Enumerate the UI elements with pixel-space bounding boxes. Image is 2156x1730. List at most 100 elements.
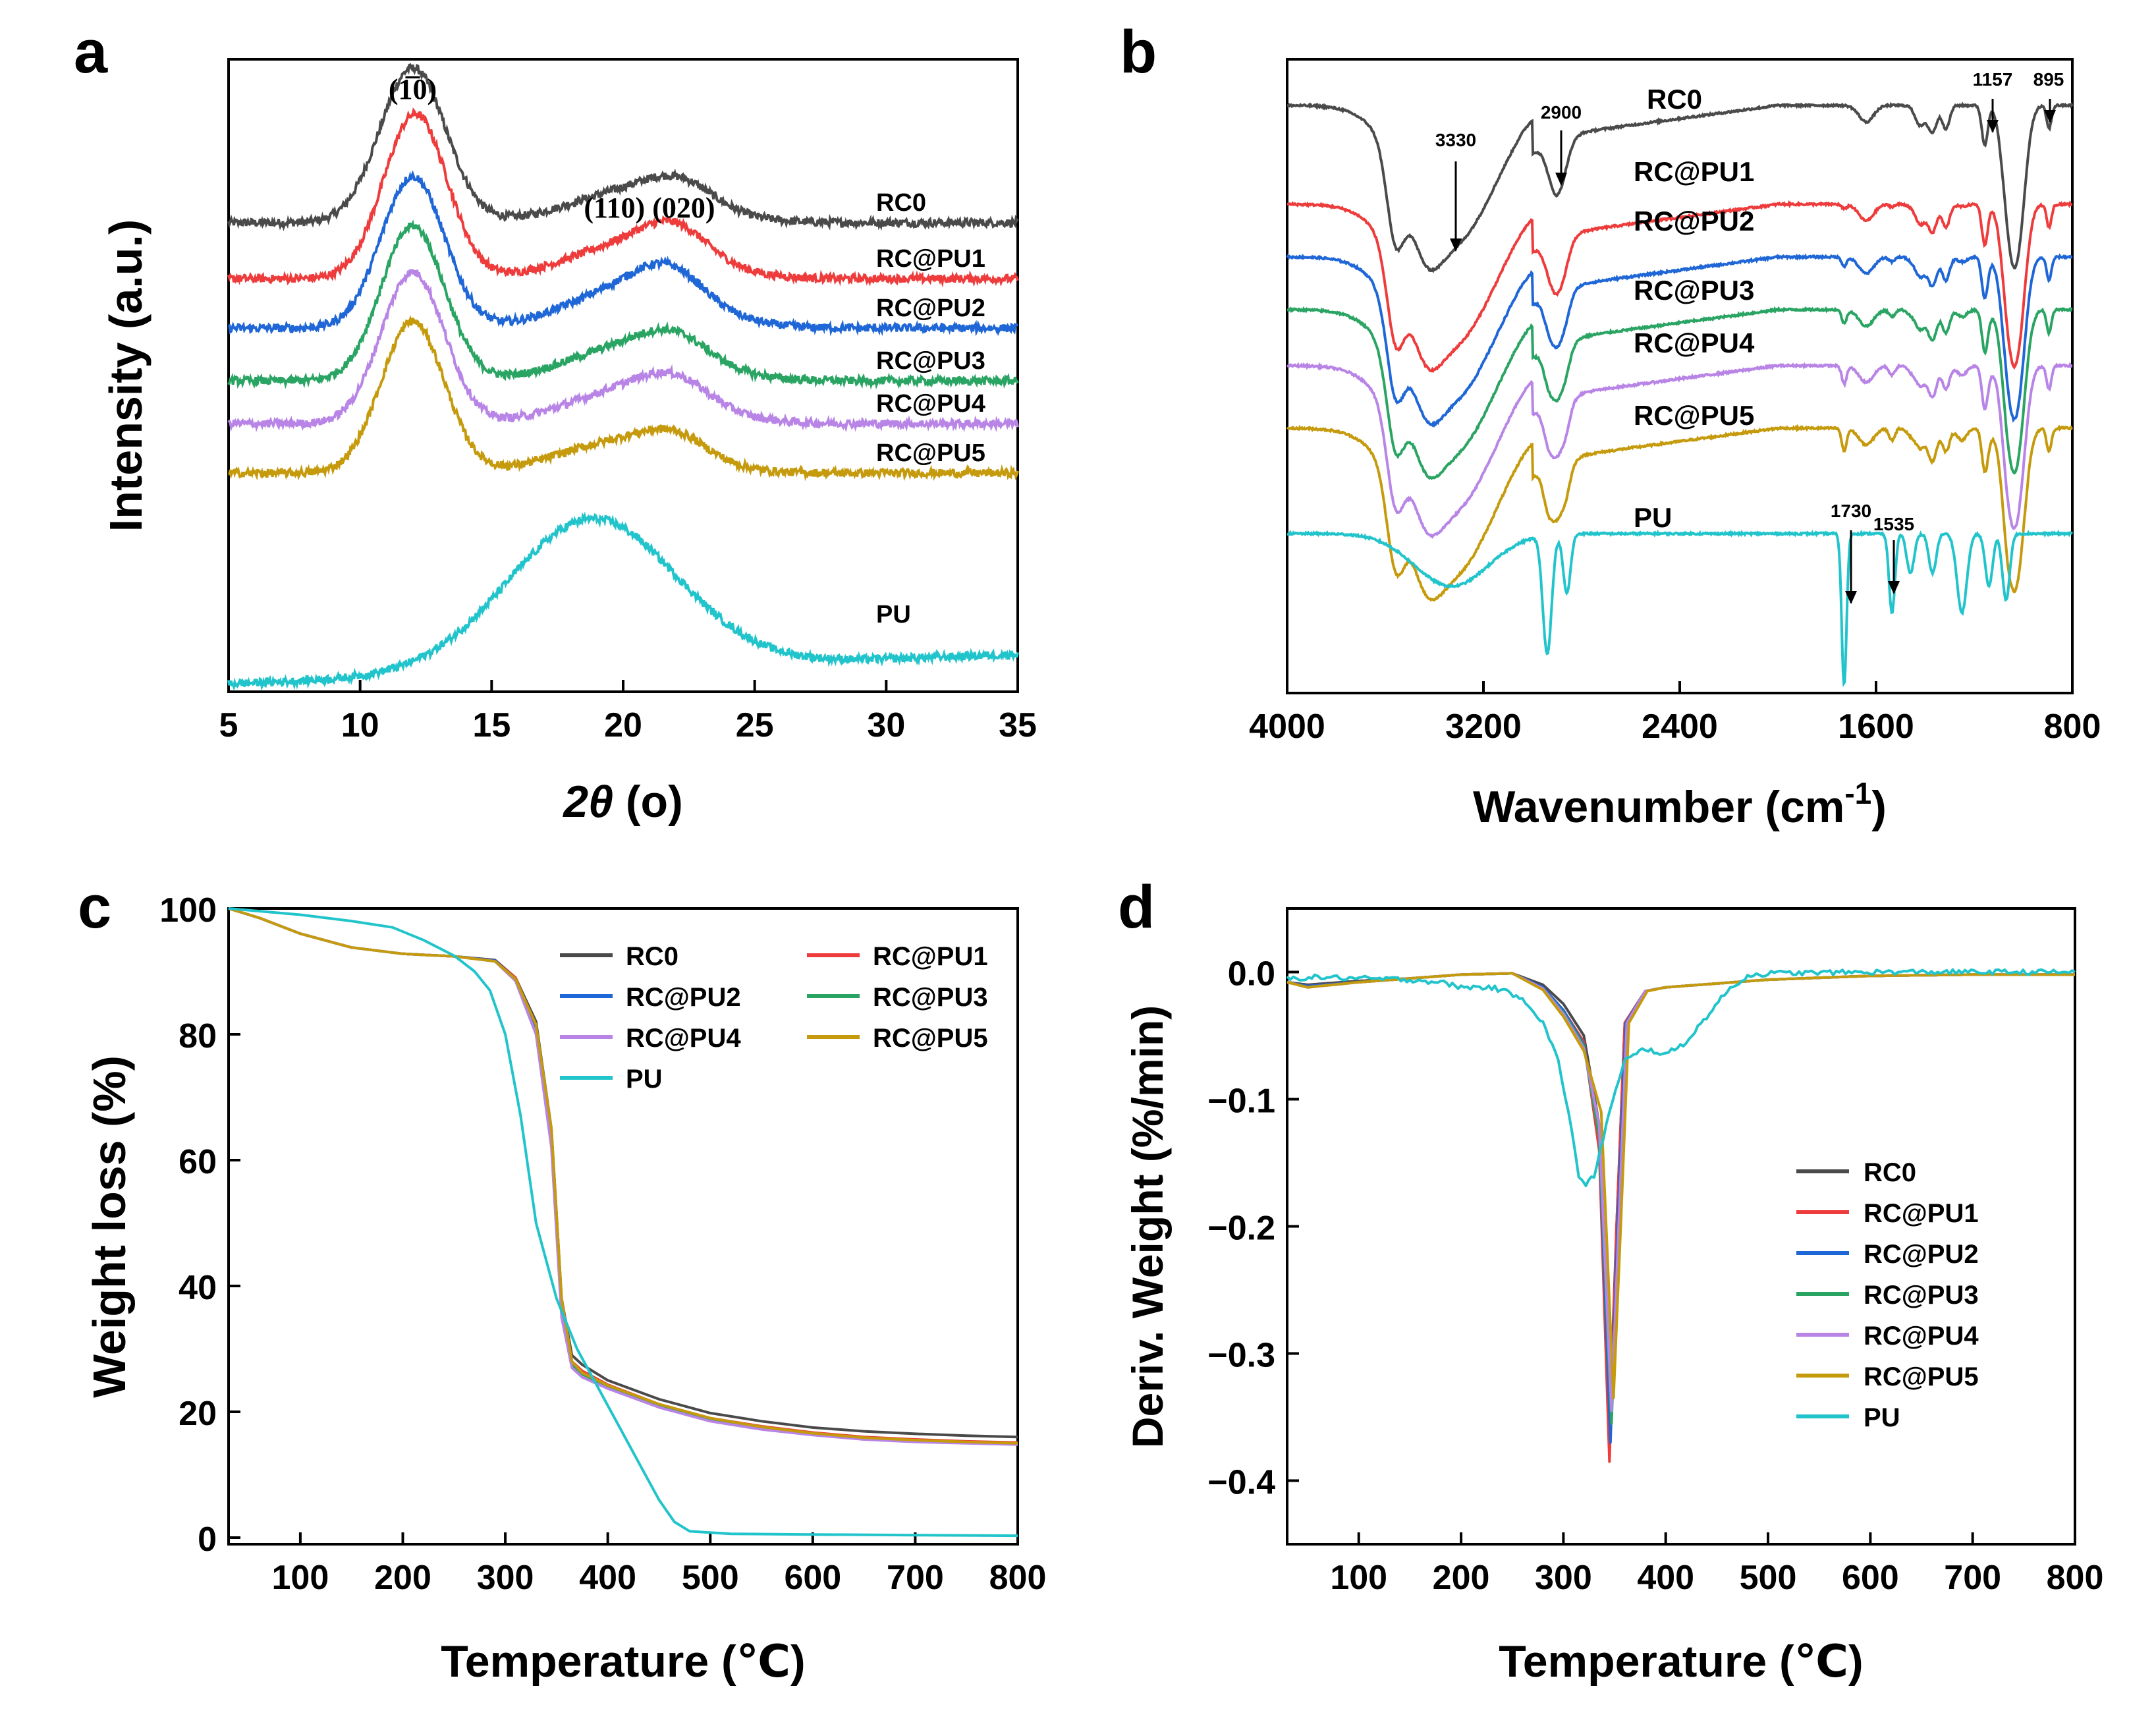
x-axis-label-a: 2θ (o): [562, 777, 682, 827]
y-axis-label-d: Deriv. Weight (%/min): [1123, 1005, 1172, 1448]
b-series-label-rc-pu3: RC@PU3: [1634, 275, 1754, 306]
d-series-line-pu: [1286, 968, 2076, 1188]
a-series-label-rc-pu2: RC@PU2: [876, 294, 985, 322]
a-xtick-label-10: 10: [341, 706, 379, 744]
b-series-label-rc-pu5: RC@PU5: [1634, 400, 1754, 431]
c-xtick-label-200: 200: [374, 1559, 431, 1597]
legend-c: RC0 RC@PU1 RC@PU2 RC@PU3 RC@PU4 RC@PU5 PU: [560, 942, 988, 1094]
b-annotation-1535: 1535: [1873, 514, 1914, 534]
c-xtick-label-100: 100: [272, 1559, 329, 1597]
series-labels-a: RC0 RC@PU1 RC@PU2 RC@PU3 RC@PU4 RC@PU5 PU: [876, 189, 985, 628]
a-xtick-label-35: 35: [999, 706, 1037, 744]
b-series-line-rc-pu1: [1286, 200, 2073, 374]
c-ytick-label-80: 80: [179, 1017, 217, 1055]
c-ytick-label-40: 40: [179, 1269, 217, 1307]
series-lines-d: [1286, 968, 2076, 1463]
d-xtick-label-500: 500: [1740, 1559, 1797, 1597]
panel-letter-a: a: [74, 18, 108, 86]
b-xtick-label-800: 800: [2044, 708, 2101, 746]
d-xtick-label-700: 700: [1944, 1559, 2001, 1597]
panel-letter-d: d: [1118, 874, 1155, 941]
b-annotation-arrowhead-1157: [1987, 120, 1999, 133]
a-series-label-pu: PU: [876, 601, 911, 628]
c-xtick-label-300: 300: [477, 1559, 534, 1597]
panel-c: c 100 200 300 400 500 600 700 800 0 20 40 60 80 100 R…: [78, 874, 1046, 1687]
b-annotation-895: 895: [2033, 69, 2064, 90]
panel-a: a 5 10 15 20 25 30 35 RC0 RC@PU1 RC@PU2 RC@PU3 RC@…: [74, 18, 1037, 827]
x-axis-label-d: Temperature (℃): [1499, 1636, 1863, 1687]
b-annotation-arrowhead-1535: [1888, 581, 1900, 594]
b-xtick-label-4000: 4000: [1249, 708, 1325, 746]
c-xtick-label-500: 500: [682, 1559, 739, 1597]
a-series-line-pu: [227, 511, 1019, 692]
panel-letter-c: c: [78, 874, 111, 941]
d-xtick-label-600: 600: [1842, 1559, 1899, 1597]
c-legend-label-rc-pu3: RC@PU3: [873, 983, 988, 1012]
c-legend-label-rc-pu4: RC@PU4: [626, 1024, 741, 1053]
c-ytick-label-20: 20: [179, 1395, 217, 1433]
panel-d: d 100 200 300 400 500 600 700 800 0.0 −0.1 −0.2 −0.…: [1118, 874, 2103, 1687]
b-xtick-label-1600: 1600: [1838, 708, 1914, 746]
b-series-line-rc0: [1286, 101, 2074, 273]
d-ytick-label-0-1: −0.1: [1207, 1082, 1275, 1121]
d-series-line-rc-pu5: [1286, 972, 2075, 1400]
series-lines-b: [1286, 101, 2074, 687]
c-series-line-rc-pu5: [228, 907, 1018, 1445]
axes-frame-c: [227, 907, 1019, 1546]
b-annotation-arrowhead-2900: [1555, 173, 1567, 186]
b-series-label-rc0: RC0: [1647, 84, 1702, 115]
d-xtick-label-100: 100: [1330, 1559, 1387, 1597]
d-xtick-label-300: 300: [1535, 1559, 1592, 1597]
a-series-line-rc-pu1: [227, 107, 1019, 288]
b-annotation-arrowhead-895: [2044, 110, 2056, 123]
d-legend-label-rc-pu4: RC@PU4: [1864, 1322, 1979, 1351]
b-series-line-rc-pu4: [1286, 362, 2073, 539]
b-annotation-1730: 1730: [1831, 501, 1871, 521]
a-xtick-label-25: 25: [736, 706, 774, 744]
d-xtick-label-800: 800: [2047, 1559, 2104, 1597]
b-series-label-rc-pu4: RC@PU4: [1634, 327, 1755, 358]
c-ytick-label-60: 60: [179, 1143, 217, 1181]
b-xtick-label-3200: 3200: [1445, 708, 1522, 746]
c-legend-label-rc-pu1: RC@PU1: [873, 942, 988, 971]
a-series-label-rc-pu1: RC@PU1: [876, 245, 985, 273]
d-legend-label-rc-pu3: RC@PU3: [1864, 1281, 1979, 1310]
b-annotation-3330: 3330: [1435, 130, 1476, 150]
d-legend-label-rc-pu1: RC@PU1: [1864, 1199, 1979, 1228]
series-labels-b: RC0 RC@PU1 RC@PU2 RC@PU3 RC@PU4 RC@PU5 PU: [1634, 84, 1755, 533]
b-annotation-1157: 1157: [1973, 69, 2013, 90]
ticks-d: 100 200 300 400 500 600 700 800 0.0 −0.1 −0.2 −0.3 −…: [1207, 955, 2103, 1598]
c-legend-label-rc-pu5: RC@PU5: [873, 1024, 988, 1053]
a-xtick-label-30: 30: [867, 706, 905, 744]
a-series-label-rc-pu4: RC@PU4: [876, 390, 985, 418]
panel-b: b 4000 3200 2400 1600 800 RC0 RC@PU1 RC@PU2 RC@…: [1120, 18, 2101, 832]
b-series-line-rc-pu3: [1286, 306, 2073, 480]
b-series-line-rc-pu5: [1286, 424, 2073, 602]
d-ytick-label-0-3: −0.3: [1207, 1337, 1275, 1375]
d-xtick-label-400: 400: [1637, 1559, 1694, 1597]
b-series-line-pu: [1286, 529, 2074, 687]
b-xtick-label-2400: 2400: [1642, 708, 1718, 746]
d-xtick-label-200: 200: [1433, 1559, 1490, 1597]
a-series-line-rc-pu3: [227, 219, 1019, 390]
c-ytick-label-0: 0: [198, 1521, 217, 1559]
c-series-line-pu: [228, 907, 1018, 1538]
a-series-line-rc-pu4: [227, 269, 1019, 433]
c-xtick-label-400: 400: [579, 1559, 636, 1597]
b-annotation-arrowhead-3330: [1450, 238, 1462, 252]
a-series-line-rc-pu2: [228, 170, 1019, 337]
a-series-line-rc-pu5: [228, 314, 1019, 482]
x-ticks-a: 5 10 15 20 25 30 35: [219, 680, 1037, 744]
a-xtick-label-5: 5: [219, 706, 238, 744]
series-lines-a: [227, 63, 1019, 692]
d-ytick-label-0: 0.0: [1228, 955, 1275, 993]
a-series-line-rc0: [227, 63, 1019, 232]
ticks-c: 100 200 300 400 500 600 700 800 0 20 40 60 80 100: [159, 891, 1046, 1597]
a-xtick-label-15: 15: [472, 706, 511, 744]
b-series-label-rc-pu2: RC@PU2: [1634, 206, 1754, 237]
d-ytick-label-0-2: −0.2: [1207, 1210, 1275, 1248]
a-series-label-rc-pu5: RC@PU5: [876, 439, 985, 467]
c-legend-label-rc0: RC0: [626, 942, 678, 971]
